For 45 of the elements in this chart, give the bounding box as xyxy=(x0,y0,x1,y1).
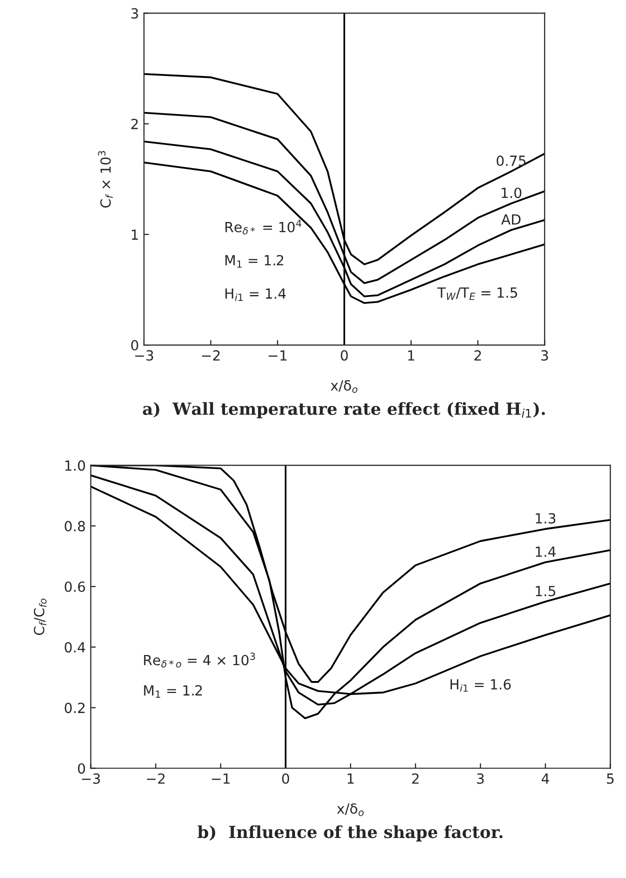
text: b) Influence of the shape factor. xyxy=(198,825,503,842)
annotation: M$_{1}$ = 1.2 xyxy=(144,685,202,698)
x-tick-label: 0 xyxy=(282,773,290,784)
y-axis-title: C$_{f}$ × 10$^{3}$ xyxy=(98,151,113,208)
y-tick-label: 0.8 xyxy=(64,520,85,532)
y-tick-label: 2 xyxy=(131,118,138,130)
series-label: 1.5 xyxy=(536,586,556,596)
y-tick-label: 0.2 xyxy=(64,702,85,714)
text: a) Wall temperature rate effect (fixed H$_{i1}$). xyxy=(142,402,545,418)
y-axis-title: C$_{f}$/C$_{fo}$ xyxy=(34,598,47,635)
x-tick-label: −2 xyxy=(146,773,165,784)
x-tick-label: 4 xyxy=(542,774,550,784)
y-tick-label: 0 xyxy=(78,763,85,774)
x-tick-label: 3 xyxy=(477,773,484,784)
y-tick-label: 1.0 xyxy=(65,460,85,471)
x-tick-label: 3 xyxy=(541,350,548,361)
series-label: H$_{i1}$ = 1.6 xyxy=(450,679,511,692)
annotation: Re$_{δ*o}$ = 4 × 10$^{3}$ xyxy=(144,652,255,668)
series-label: 0.75 xyxy=(496,156,526,166)
x-axis-title: x/δ$_{o}$ xyxy=(337,803,364,816)
y-tick-label: 1 xyxy=(132,230,138,240)
x-tick-label: 1 xyxy=(408,350,414,360)
x-tick-label: −3 xyxy=(135,350,154,361)
y-tick-label: 0.4 xyxy=(64,642,86,653)
x-tick-label: 5 xyxy=(607,774,614,784)
x-tick-label: −3 xyxy=(82,773,100,784)
y-tick-label: 3 xyxy=(131,8,138,19)
x-tick-label: 2 xyxy=(474,350,481,360)
x-tick-label: 2 xyxy=(412,773,419,784)
annotation: M$_{1}$ = 1.2 xyxy=(225,254,284,268)
series-label: 1.3 xyxy=(536,513,556,524)
x-tick-label: 0 xyxy=(340,350,348,361)
x-tick-label: −2 xyxy=(202,350,220,360)
x-tick-label: 1 xyxy=(348,774,354,784)
series-label: AD xyxy=(501,214,521,224)
x-tick-label: −1 xyxy=(268,350,286,360)
annotation: Re$_{δ*}$ = 10$^{4}$ xyxy=(225,220,302,235)
y-tick-label: 0.6 xyxy=(64,581,86,592)
x-axis-title: x/δ$_{o}$ xyxy=(330,380,358,393)
series-label: 1.4 xyxy=(536,546,556,557)
y-tick-label: 0 xyxy=(131,340,138,351)
series-label: 1.0 xyxy=(502,188,522,198)
series-label: T$_{W}$/T$_{E}$ = 1.5 xyxy=(437,287,518,300)
x-tick-label: −1 xyxy=(212,774,230,784)
annotation: H$_{i1}$ = 1.4 xyxy=(225,288,286,301)
